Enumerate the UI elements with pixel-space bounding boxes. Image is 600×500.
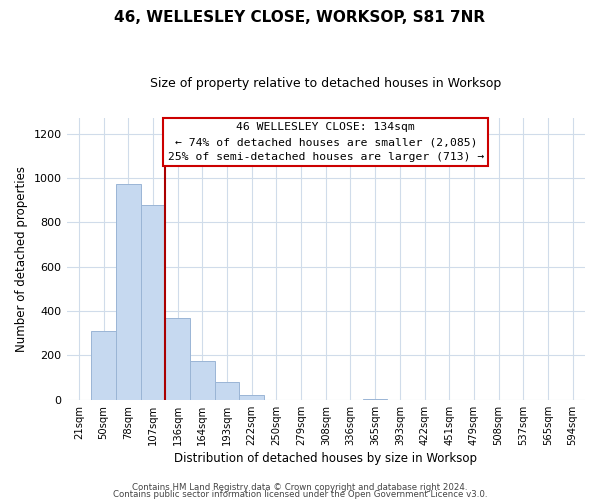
Bar xyxy=(91,331,116,400)
Text: Contains HM Land Registry data © Crown copyright and database right 2024.: Contains HM Land Registry data © Crown c… xyxy=(132,484,468,492)
Bar xyxy=(239,396,264,400)
Bar xyxy=(140,204,165,400)
X-axis label: Distribution of detached houses by size in Worksop: Distribution of detached houses by size … xyxy=(174,452,477,465)
Y-axis label: Number of detached properties: Number of detached properties xyxy=(15,166,28,352)
Bar xyxy=(190,361,215,400)
Text: 46 WELLESLEY CLOSE: 134sqm
← 74% of detached houses are smaller (2,085)
25% of s: 46 WELLESLEY CLOSE: 134sqm ← 74% of deta… xyxy=(167,122,484,162)
Bar xyxy=(116,184,140,400)
Text: 46, WELLESLEY CLOSE, WORKSOP, S81 7NR: 46, WELLESLEY CLOSE, WORKSOP, S81 7NR xyxy=(115,10,485,25)
Bar xyxy=(363,398,388,400)
Bar xyxy=(215,382,239,400)
Title: Size of property relative to detached houses in Worksop: Size of property relative to detached ho… xyxy=(150,78,502,90)
Text: Contains public sector information licensed under the Open Government Licence v3: Contains public sector information licen… xyxy=(113,490,487,499)
Bar xyxy=(165,318,190,400)
